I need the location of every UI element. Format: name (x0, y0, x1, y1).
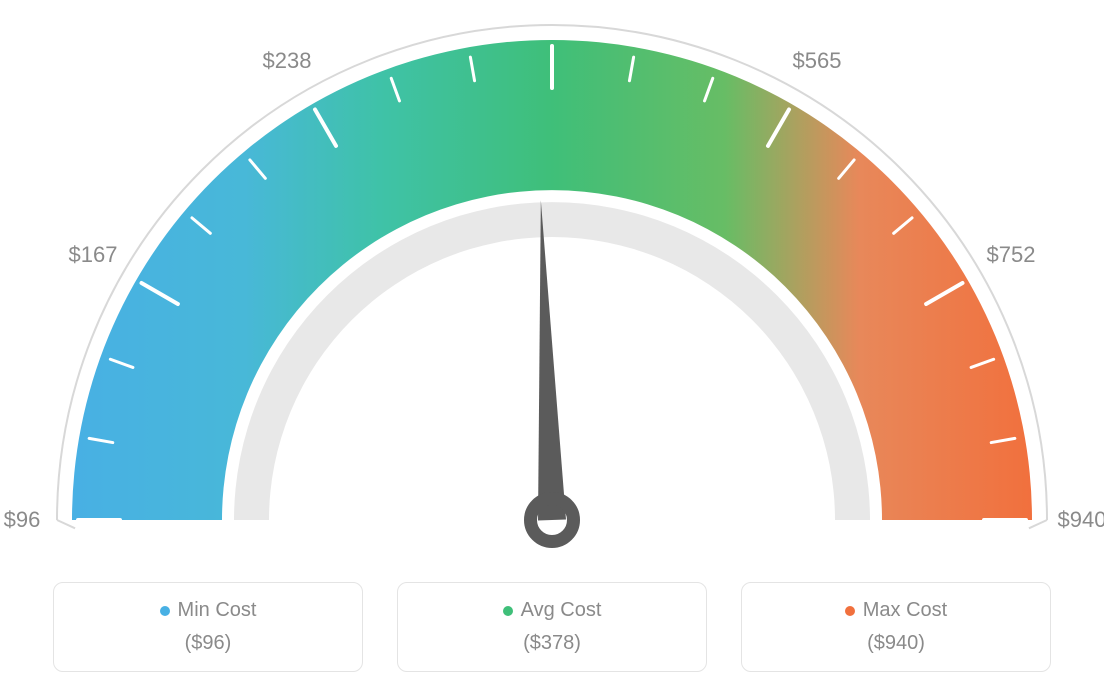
legend-dot-max (845, 606, 855, 616)
legend-row: Min Cost ($96) Avg Cost ($378) Max Cost … (0, 582, 1104, 672)
legend-label: Min Cost (178, 599, 257, 622)
gauge-tick-label: $378 (528, 0, 577, 3)
gauge-tick-label: $940 (1058, 507, 1104, 533)
legend-card-avg: Avg Cost ($378) (397, 582, 707, 672)
gauge-tick-label: $167 (69, 242, 118, 268)
gauge-area: $96 $167 $238 $378 $565 $752 $940 (0, 0, 1104, 560)
legend-card-min: Min Cost ($96) (53, 582, 363, 672)
legend-title-min: Min Cost (160, 599, 257, 622)
legend-label: Avg Cost (521, 599, 602, 622)
legend-title-max: Max Cost (845, 599, 947, 622)
legend-card-max: Max Cost ($940) (741, 582, 1051, 672)
gauge-tick-label: $96 (4, 507, 41, 533)
legend-dot-avg (503, 606, 513, 616)
legend-value-avg: ($378) (523, 632, 581, 655)
gauge-tick-label: $752 (987, 242, 1036, 268)
gauge-tick-label: $238 (263, 48, 312, 74)
legend-value-max: ($940) (867, 632, 925, 655)
legend-dot-min (160, 606, 170, 616)
gauge-tick-label: $565 (793, 48, 842, 74)
legend-label: Max Cost (863, 599, 947, 622)
cost-gauge-widget: $96 $167 $238 $378 $565 $752 $940 Min Cost ($9… (0, 0, 1104, 690)
gauge-svg (0, 0, 1104, 560)
legend-value-min: ($96) (185, 632, 232, 655)
legend-title-avg: Avg Cost (503, 599, 602, 622)
